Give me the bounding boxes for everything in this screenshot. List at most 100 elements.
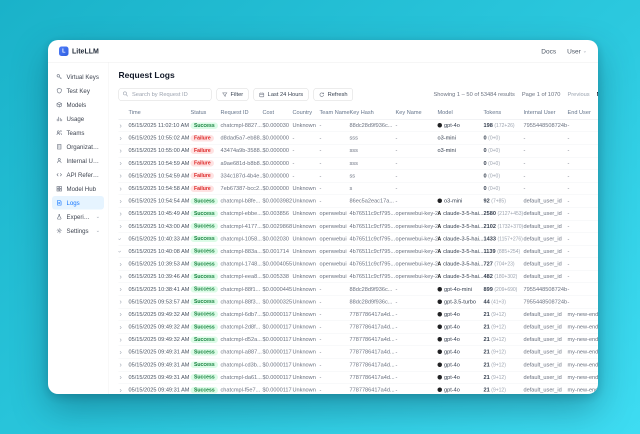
table-row[interactable]: › 05/15/2025 10:39:46 AM Success chatcmp…	[118, 270, 598, 284]
cell-request-id: chatcmpl-ebbe...	[220, 207, 263, 221]
funnel-icon	[222, 92, 228, 97]
cell-end-user: my-new-end-user-7	[567, 371, 598, 384]
sidebar-item-teams[interactable]: Teams	[52, 126, 104, 140]
key-icon	[56, 74, 62, 80]
user-menu[interactable]: User ⌄	[567, 47, 587, 55]
column-header: Key Hash	[349, 107, 396, 120]
sidebar-item-organizations[interactable]: Organizations	[52, 140, 104, 154]
sidebar-item-api-reference[interactable]: API Reference	[52, 168, 104, 182]
time-range-button[interactable]: Last 24 Hours	[253, 88, 309, 101]
cell-country: Unknown	[292, 232, 320, 246]
cell-end-user: my-new-end-user-7	[567, 383, 598, 394]
table-row[interactable]: › 05/15/2025 09:53:57 AM Success chatcmp…	[118, 295, 598, 309]
cell-status: Success	[190, 245, 221, 259]
sidebar-item-test-key[interactable]: Test Key	[52, 84, 104, 98]
refresh-button[interactable]: Refresh	[313, 88, 354, 101]
cell-internal-user: 7955448508724b...	[523, 119, 568, 133]
table-row[interactable]: › 05/15/2025 09:49:31 AM Success chatcmp…	[118, 371, 598, 384]
openai-icon	[437, 198, 442, 204]
anthropic-icon: A	[437, 211, 442, 217]
cell-country: Unknown	[292, 257, 320, 271]
table-row[interactable]: › 05/15/2025 10:45:49 AM Success chatcmp…	[118, 207, 598, 221]
table-row[interactable]: › 05/15/2025 09:49:31 AM Success chatcmp…	[118, 358, 598, 372]
expand-row-icon[interactable]: ›	[119, 285, 122, 294]
cell-country: Unknown	[292, 207, 320, 221]
cell-cost: $0.002030	[262, 232, 293, 246]
expand-row-icon[interactable]: ›	[119, 347, 122, 356]
collapse-row-icon[interactable]: ›	[119, 250, 125, 253]
sidebar-item-label: Logs	[66, 199, 80, 207]
cell-time: 05/15/2025 10:45:49 AM	[128, 207, 191, 221]
table-row[interactable]: › 05/15/2025 09:49:32 AM Success chatcmp…	[118, 308, 598, 322]
sidebar-item-internal-users[interactable]: Internal Users	[52, 154, 104, 168]
cell-status: Success	[190, 333, 221, 347]
table-row[interactable]: › 05/15/2025 10:55:02 AM Failure d8dad5a…	[118, 131, 598, 145]
sidebar-item-experimental[interactable]: Experimental ⌄	[52, 210, 104, 224]
expand-row-icon[interactable]: ›	[119, 121, 122, 130]
table-row[interactable]: › 05/15/2025 09:49:31 AM Success chatcmp…	[118, 345, 598, 359]
cell-status: Success	[190, 295, 221, 309]
expand-row-icon[interactable]: ›	[119, 373, 122, 382]
cell-key-name: -	[395, 119, 438, 133]
table-row[interactable]: › 05/15/2025 10:54:58 AM Failure 7eb6738…	[118, 182, 598, 196]
cell-cost: $0.001714	[262, 245, 293, 259]
table-row[interactable]: › 05/15/2025 10:54:59 AM Failure 334c187…	[118, 169, 598, 183]
bar-chart-icon	[56, 116, 63, 122]
table-row[interactable]: › 05/15/2025 10:40:08 AM Success chatcmp…	[118, 245, 598, 259]
search-input[interactable]	[118, 88, 212, 101]
expand-row-icon[interactable]: ›	[119, 272, 122, 281]
expand-row-icon[interactable]: ›	[119, 322, 122, 331]
cell-country: Unknown	[292, 345, 320, 359]
expand-row-icon[interactable]: ›	[119, 259, 122, 268]
grid-icon	[56, 186, 62, 192]
results-summary: Showing 1 – 50 of 53484 results	[433, 91, 515, 98]
table-row[interactable]: › 05/15/2025 10:40:33 AM Success chatcmp…	[118, 232, 598, 246]
table-row[interactable]: › 05/15/2025 10:39:53 AM Success chatcmp…	[118, 257, 598, 271]
status-badge: Success	[190, 298, 219, 306]
page-title: Request Logs	[118, 70, 175, 81]
table-row[interactable]: › 05/15/2025 09:49:32 AM Success chatcmp…	[118, 333, 598, 347]
sidebar-item-usage[interactable]: Usage	[52, 112, 104, 126]
expand-row-icon[interactable]: ›	[119, 184, 122, 193]
next-button[interactable]: Next	[597, 92, 598, 98]
cell-request-id: chatcmpl-1748...	[220, 257, 263, 271]
expand-row-icon[interactable]: ›	[119, 385, 122, 394]
table-row[interactable]: › 05/15/2025 10:55:00 AM Failure 43474a9…	[118, 144, 598, 158]
expand-row-icon[interactable]: ›	[119, 159, 122, 168]
expand-row-icon[interactable]: ›	[119, 310, 122, 319]
docs-link[interactable]: Docs	[541, 47, 557, 55]
table-row[interactable]: › 05/15/2025 10:43:00 AM Success chatcmp…	[118, 220, 598, 233]
sidebar-item-model-hub[interactable]: Model Hub	[52, 182, 104, 196]
expand-row-icon[interactable]: ›	[119, 171, 122, 180]
sidebar-item-label: Settings	[66, 227, 89, 235]
cell-key-hash: sss	[349, 157, 396, 170]
cell-cost: $0.0000117	[262, 358, 293, 372]
expand-row-icon[interactable]: ›	[119, 360, 122, 369]
status-badge: Success	[190, 223, 219, 230]
expand-row-icon[interactable]: ›	[119, 297, 122, 306]
cell-key-name: -	[395, 295, 438, 309]
filter-button[interactable]: Filter	[216, 88, 249, 101]
table-row[interactable]: › 05/15/2025 10:38:41 AM Success chatcmp…	[118, 282, 598, 296]
openai-icon	[437, 311, 442, 317]
table-row[interactable]: › 05/15/2025 10:54:54 AM Success chatcmp…	[118, 194, 598, 208]
sidebar-item-models[interactable]: Models	[52, 98, 104, 112]
sidebar-item-virtual-keys[interactable]: Virtual Keys	[52, 70, 104, 84]
cell-end-user: -	[567, 282, 598, 296]
expand-row-icon[interactable]: ›	[119, 209, 122, 218]
table-row[interactable]: › 05/15/2025 09:49:31 AM Success chatcmp…	[118, 383, 598, 394]
expand-row-icon[interactable]: ›	[119, 146, 122, 155]
expand-row-icon[interactable]: ›	[119, 335, 122, 344]
sidebar-item-logs[interactable]: Logs	[52, 196, 104, 210]
expand-row-icon[interactable]: ›	[119, 133, 122, 142]
table-row[interactable]: › 05/15/2025 09:49:32 AM Success chatcmp…	[118, 320, 598, 334]
cell-time: 05/15/2025 10:54:59 AM	[128, 157, 191, 170]
table-row[interactable]: › 05/15/2025 11:02:10 AM Success chatcmp…	[118, 119, 598, 133]
expand-row-icon[interactable]: ›	[119, 196, 122, 205]
collapse-row-icon[interactable]: ›	[119, 237, 125, 240]
expand-row-icon[interactable]: ›	[119, 222, 122, 231]
table-row[interactable]: › 05/15/2025 10:54:59 AM Failure a9ae681…	[118, 157, 598, 170]
previous-button[interactable]: Previous	[567, 91, 590, 98]
cell-time: 05/15/2025 10:55:02 AM	[128, 131, 191, 145]
sidebar-item-settings[interactable]: Settings ⌄	[52, 224, 104, 238]
